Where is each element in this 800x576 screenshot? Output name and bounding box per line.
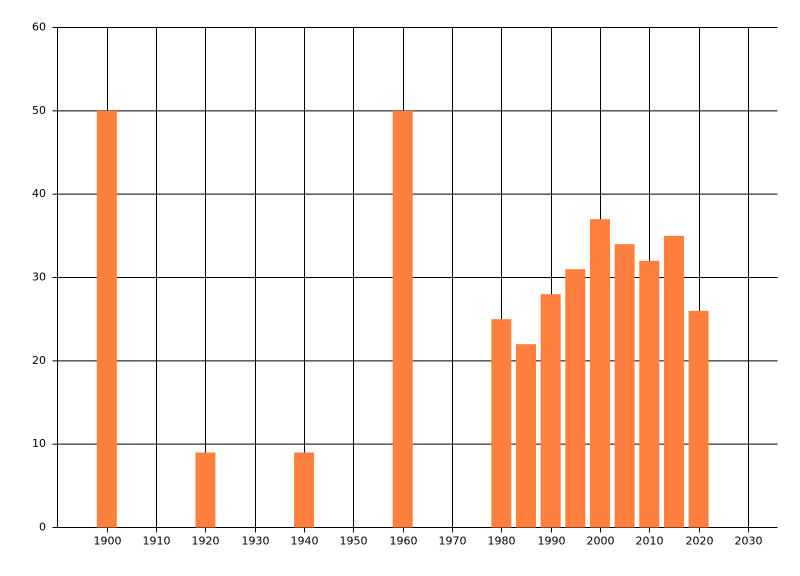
x-tick-label: 2000 bbox=[587, 535, 615, 548]
x-tick-label: 1940 bbox=[291, 535, 319, 548]
y-tick-label: 30 bbox=[32, 271, 46, 284]
bar bbox=[639, 260, 660, 528]
bar bbox=[663, 235, 684, 528]
x-tick-label: 1980 bbox=[488, 535, 516, 548]
x-tick-label: 2030 bbox=[735, 535, 763, 548]
x-tick-label: 2010 bbox=[636, 535, 664, 548]
y-tick-label: 40 bbox=[32, 187, 46, 200]
bar bbox=[540, 294, 561, 528]
y-tick-label: 60 bbox=[32, 21, 46, 34]
x-tick-label: 1950 bbox=[340, 535, 368, 548]
x-tick-label: 1920 bbox=[192, 535, 220, 548]
x-tick-label: 1930 bbox=[242, 535, 270, 548]
x-tick-label: 1970 bbox=[439, 535, 467, 548]
x-tick-label: 1910 bbox=[143, 535, 171, 548]
bar bbox=[491, 319, 512, 528]
x-tick-label: 1960 bbox=[390, 535, 418, 548]
bar bbox=[688, 310, 709, 528]
bar bbox=[589, 219, 610, 528]
bar bbox=[294, 452, 315, 528]
bar bbox=[96, 110, 117, 528]
bar bbox=[614, 244, 635, 528]
bar bbox=[515, 344, 536, 528]
bar bbox=[565, 269, 586, 528]
y-tick-label: 0 bbox=[39, 521, 46, 534]
x-tick-label: 1900 bbox=[94, 535, 122, 548]
bar bbox=[195, 452, 216, 528]
y-tick-label: 10 bbox=[32, 437, 46, 450]
y-tick-label: 20 bbox=[32, 354, 46, 367]
x-tick-label: 1990 bbox=[538, 535, 566, 548]
y-tick-label: 50 bbox=[32, 104, 46, 117]
x-tick-label: 2020 bbox=[686, 535, 714, 548]
bar bbox=[392, 110, 413, 528]
